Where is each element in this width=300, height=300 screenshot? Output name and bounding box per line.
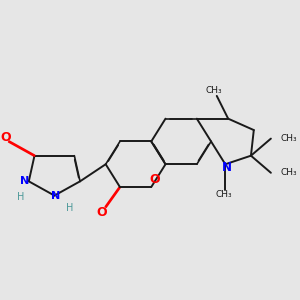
Text: H: H	[66, 203, 74, 213]
Text: CH₃: CH₃	[281, 168, 298, 177]
Text: H: H	[16, 192, 24, 202]
Text: N: N	[20, 176, 29, 186]
Text: O: O	[149, 172, 160, 186]
Text: O: O	[96, 206, 107, 219]
Text: O: O	[1, 131, 11, 144]
Text: N: N	[222, 160, 232, 174]
Text: CH₃: CH₃	[216, 190, 232, 199]
Text: CH₃: CH₃	[206, 86, 222, 95]
Text: N: N	[51, 190, 61, 201]
Text: CH₃: CH₃	[281, 134, 298, 143]
